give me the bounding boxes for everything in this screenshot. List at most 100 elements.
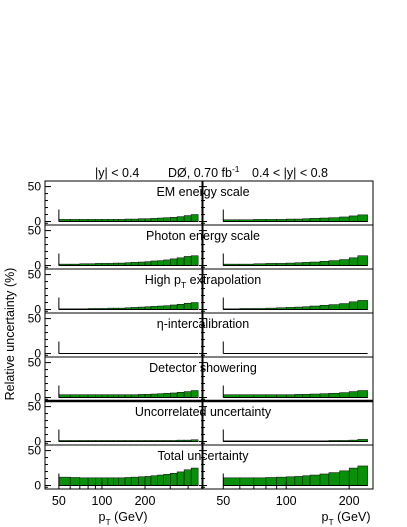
histogram-bin xyxy=(69,477,81,486)
panel-1-left xyxy=(44,180,203,226)
y-tick-label: 0 xyxy=(34,479,41,493)
histogram-bin xyxy=(79,477,89,486)
panel-5: 0 50 Detector showering xyxy=(28,356,374,405)
histogram-bin xyxy=(87,477,96,486)
histogram-bin xyxy=(170,304,178,310)
histogram-bin xyxy=(309,261,321,266)
y-tick-label: 50 xyxy=(28,356,42,370)
histogram-bin xyxy=(276,476,287,486)
histogram-bin xyxy=(138,261,146,266)
histogram-bin xyxy=(170,217,178,222)
y-tick-label: 0 xyxy=(34,435,41,449)
histogram-bin xyxy=(163,305,171,310)
histogram-bin xyxy=(265,477,277,486)
histogram-bin xyxy=(170,392,178,398)
x-axis-label-right: pT (GeV) xyxy=(322,510,371,527)
header-left-range: |y| < 0.4 xyxy=(95,166,139,180)
panel-title-text: η-intercalibration xyxy=(157,317,249,331)
header-experiment-text: DØ, 0.70 fb xyxy=(168,166,232,180)
histogram-bin xyxy=(157,393,164,398)
histogram-bin xyxy=(339,470,350,486)
y-tick-label: 0 xyxy=(34,347,41,361)
y-tick-label: 0 xyxy=(34,259,41,273)
histogram-bin xyxy=(144,261,152,266)
histogram-bin xyxy=(101,477,109,486)
histogram-bin xyxy=(183,256,192,266)
histogram-bin xyxy=(253,477,267,486)
x-tick-label-left: 100 xyxy=(92,494,113,508)
panel-title: EM energy scale xyxy=(156,185,249,199)
panel-6-right xyxy=(202,400,374,446)
panel-2-right xyxy=(202,224,374,270)
histogram-bin xyxy=(176,257,185,266)
panel-title-subscript: T xyxy=(181,280,186,290)
panel-7-left xyxy=(44,444,203,490)
histogram-bin xyxy=(138,476,146,486)
panel-title: Detector showering xyxy=(149,361,257,375)
histogram-bin xyxy=(190,390,199,398)
y-tick-label: 50 xyxy=(28,444,42,458)
histogram-bin xyxy=(163,393,171,398)
y-tick-label: 50 xyxy=(28,400,42,414)
histogram-bin xyxy=(348,467,359,486)
panel-title-text: EM energy scale xyxy=(156,185,249,199)
panel-1: 0 50 EM energy scale xyxy=(28,180,374,229)
histogram-bin xyxy=(348,257,359,266)
histogram-bin xyxy=(357,300,368,310)
x-axis-label-units: (GeV) xyxy=(334,510,371,524)
histogram-bin xyxy=(190,214,199,222)
histogram-bin xyxy=(150,393,158,398)
panel-4: 0 50 η-intercalibration xyxy=(28,312,374,361)
panel-5-left xyxy=(44,356,203,402)
histogram-bin xyxy=(319,393,330,398)
panel-2-left xyxy=(44,224,203,270)
histogram-bin xyxy=(357,390,368,398)
panel-title-text: Photon energy scale xyxy=(146,229,260,243)
panel-title: η-intercalibration xyxy=(157,317,249,331)
panel-title-text: High p xyxy=(145,273,181,287)
panel-2: 0 50 Photon energy scale xyxy=(28,224,374,273)
histogram-bin xyxy=(163,217,171,222)
histogram-bin xyxy=(357,214,368,222)
x-tick-label-right: 50 xyxy=(216,494,230,508)
y-tick-label: 50 xyxy=(28,312,42,326)
y-tick-label: 0 xyxy=(34,303,41,317)
histogram-bin xyxy=(190,302,199,310)
figure-header: |y| < 0.4 DØ, 0.70 fb-1 0.4 < |y| < 0.8 xyxy=(95,164,328,180)
histogram-bin xyxy=(239,477,255,486)
histogram-bin xyxy=(328,217,340,222)
histogram-bin xyxy=(294,476,304,486)
histogram-bin xyxy=(183,215,192,222)
histogram-bin xyxy=(170,258,178,266)
panel-3: 0 50 High pT extrapolation xyxy=(28,268,374,317)
panel-title: Total uncertainty xyxy=(157,449,249,463)
y-tick-label: 50 xyxy=(28,224,42,238)
header-experiment: DØ, 0.70 fb-1 xyxy=(168,164,240,180)
histogram-bin xyxy=(124,477,132,486)
panel-title: Photon energy scale xyxy=(146,229,260,243)
panel-7: 0 50 Total uncertainty xyxy=(28,444,374,493)
histogram-bin xyxy=(309,474,321,486)
histogram-bin xyxy=(348,215,359,222)
x-axis-label-text: p xyxy=(322,510,329,524)
header-right-range: 0.4 < |y| < 0.8 xyxy=(252,166,328,180)
histogram-bin xyxy=(339,303,350,310)
histogram-bin xyxy=(328,393,340,398)
histogram-bin xyxy=(113,477,119,486)
histogram-bin xyxy=(58,476,71,486)
histogram-bin xyxy=(176,304,185,310)
histogram-bin xyxy=(328,472,340,486)
histogram-bin xyxy=(328,304,340,310)
histogram-bin xyxy=(348,391,359,398)
histogram-bin xyxy=(150,260,158,266)
histogram-bin xyxy=(190,467,199,486)
histogram-bin xyxy=(107,477,114,486)
histogram-bin xyxy=(157,217,164,222)
histogram-bin xyxy=(157,474,164,486)
histogram-bin xyxy=(157,305,164,310)
x-axis-label-subscript: T xyxy=(105,517,110,527)
histogram-bin xyxy=(285,476,296,486)
histogram-bin xyxy=(319,305,330,310)
